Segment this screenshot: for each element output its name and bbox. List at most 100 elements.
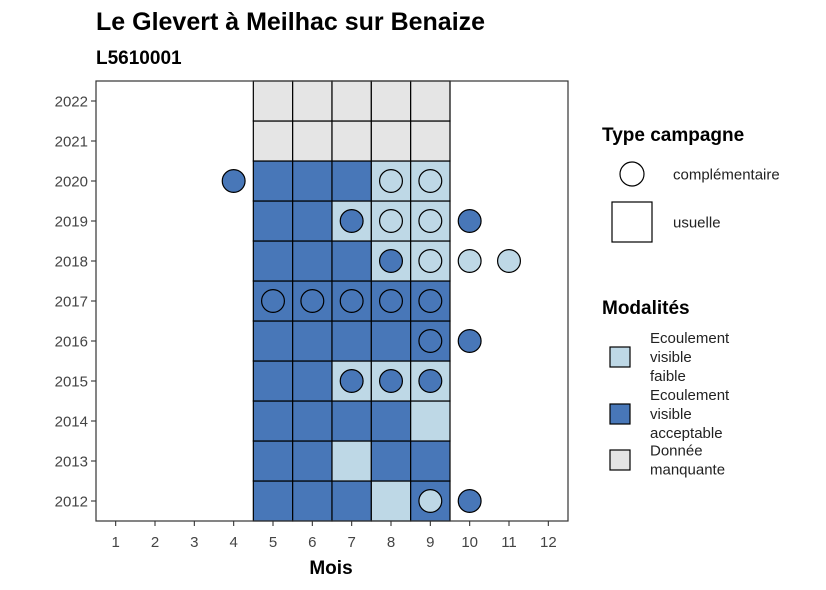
point-2017-7 [339, 288, 364, 314]
legend-mod-label-faible-2: faible [650, 368, 686, 385]
legend-modalites-title: Modalités [602, 298, 690, 319]
legend-type-label-1: usuelle [673, 215, 721, 232]
legend-swatch-acceptable [609, 403, 631, 425]
point-2016-9 [418, 328, 443, 354]
legend-swatch-manquante [609, 449, 631, 471]
tile-2021-8 [370, 120, 412, 162]
x-tick-label-4: 4 [229, 534, 237, 551]
tile-2012-7 [331, 480, 372, 522]
point-2018-11 [496, 248, 522, 274]
tile-2016-8 [370, 320, 412, 362]
y-tick-label-2016: 2016 [55, 334, 88, 351]
legend-modalites-items: Ecoulement visible faible Ecoulement visible… [609, 330, 730, 479]
point-2015-8 [378, 368, 404, 394]
legend-mod-label-manquante-1: manquante [650, 462, 725, 479]
tile-2020-5 [252, 160, 294, 202]
y-tick-label-2018: 2018 [55, 254, 88, 271]
tile-2014-9 [410, 400, 451, 442]
tile-2022-9 [410, 80, 451, 122]
point-2019-7 [339, 208, 364, 234]
y-tick-label-2014: 2014 [55, 414, 88, 431]
point-2017-8 [378, 288, 404, 314]
tile-2021-9 [410, 120, 451, 162]
chart-subtitle: L5610001 [96, 48, 182, 69]
point-2018-9 [418, 248, 443, 274]
y-tick-label-2017: 2017 [55, 294, 88, 311]
point-2020-8 [378, 168, 404, 194]
point-2018-10 [457, 248, 482, 274]
legend-type-title: Type campagne [602, 125, 744, 146]
tile-2012-8 [370, 480, 412, 522]
point-2017-9 [418, 288, 443, 314]
tile-2013-8 [370, 440, 412, 482]
chart-title: Le Glevert à Meilhac sur Benaize [96, 8, 485, 36]
tile-2013-5 [252, 440, 294, 482]
tile-2012-5 [252, 480, 294, 522]
legend: Type campagne complémentaire usuelle Moda… [602, 125, 780, 479]
tile-2013-6 [292, 440, 333, 482]
tile-2021-5 [252, 120, 294, 162]
point-2019-8 [378, 208, 404, 234]
y-tick-label-2020: 2020 [55, 174, 88, 191]
point-2012-9 [418, 488, 443, 514]
legend-mod-label-acceptable-1: visible [650, 406, 692, 423]
tile-2022-5 [252, 80, 294, 122]
legend-swatch-faible [609, 346, 631, 368]
legend-mod-label-acceptable-0: Ecoulement [650, 387, 730, 404]
tile-2021-6 [292, 120, 333, 162]
tile-2014-7 [331, 400, 372, 442]
tile-2012-6 [292, 480, 333, 522]
x-tick-label-8: 8 [387, 534, 395, 551]
tile-2018-7 [331, 240, 372, 282]
point-2020-4 [221, 168, 246, 194]
point-2017-6 [300, 288, 325, 314]
x-tick-label-2: 2 [151, 534, 159, 551]
legend-mod-label-faible-1: visible [650, 349, 692, 366]
tile-2022-7 [331, 80, 372, 122]
point-2017-5 [260, 288, 286, 314]
tile-2020-7 [331, 160, 372, 202]
tile-2013-9 [410, 440, 451, 482]
tile-2015-6 [292, 360, 333, 402]
legend-type-label-0: complémentaire [673, 167, 780, 184]
tile-2016-6 [292, 320, 333, 362]
y-tick-label-2022: 2022 [55, 94, 88, 111]
x-axis-title: Mois [309, 558, 352, 579]
plot-area: 2012 2013 2014 2015 2016 2017 2018 2019 2020 2021… [55, 80, 569, 551]
tile-2022-8 [370, 80, 412, 122]
x-tick-label-5: 5 [269, 534, 277, 551]
x-tick-label-10: 10 [461, 534, 478, 551]
tile-2013-7 [331, 440, 372, 482]
tile-2014-6 [292, 400, 333, 442]
point-2020-9 [418, 168, 443, 194]
x-tick-label-3: 3 [190, 534, 198, 551]
x-tick-label-6: 6 [308, 534, 316, 551]
tile-2015-5 [252, 360, 294, 402]
point-2018-8 [378, 248, 404, 274]
tile-2014-5 [252, 400, 294, 442]
tile-2018-5 [252, 240, 294, 282]
x-tick-label-12: 12 [540, 534, 557, 551]
legend-mod-label-acceptable-2: acceptable [650, 425, 723, 442]
y-tick-label-2019: 2019 [55, 214, 88, 231]
tile-2020-6 [292, 160, 333, 202]
legend-mod-label-faible-0: Ecoulement [650, 330, 730, 347]
tile-2018-6 [292, 240, 333, 282]
y-tick-label-2021: 2021 [55, 134, 88, 151]
tile-2022-6 [292, 80, 333, 122]
y-tick-label-2012: 2012 [55, 494, 88, 511]
point-2015-7 [339, 368, 364, 394]
tile-2019-5 [252, 200, 294, 242]
tile-2016-5 [252, 320, 294, 362]
x-tick-label-9: 9 [426, 534, 434, 551]
point-2019-10 [457, 208, 482, 234]
point-2016-10 [457, 328, 482, 354]
tile-2014-8 [370, 400, 412, 442]
x-tick-label-11: 11 [501, 534, 517, 551]
legend-square-icon [611, 201, 653, 243]
tile-2016-7 [331, 320, 372, 362]
legend-mod-label-manquante-0: Donnée [650, 443, 703, 460]
y-tick-label-2013: 2013 [55, 454, 88, 471]
point-2012-10 [457, 488, 482, 514]
